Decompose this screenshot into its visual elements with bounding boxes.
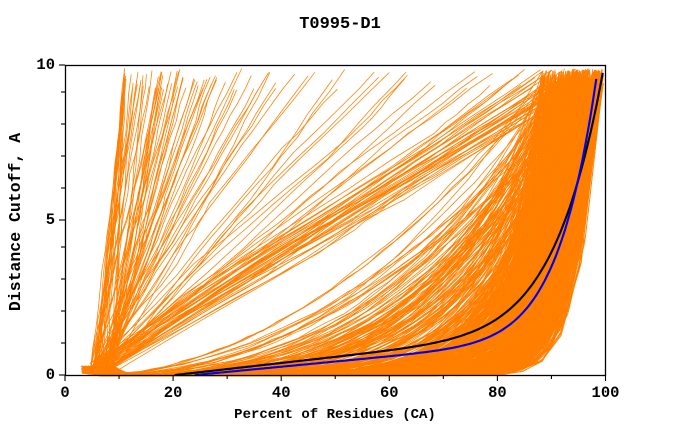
svg-text:100: 100 [592,384,620,402]
svg-text:Distance Cutoff, A: Distance Cutoff, A [6,133,25,311]
svg-text:5: 5 [46,211,55,229]
svg-text:60: 60 [380,384,399,402]
svg-text:T0995-D1: T0995-D1 [299,15,381,34]
svg-text:0: 0 [60,384,69,402]
svg-text:10: 10 [36,56,55,74]
svg-text:0: 0 [46,366,55,384]
svg-text:20: 20 [164,384,183,402]
svg-text:80: 80 [488,384,507,402]
svg-text:Percent of Residues (CA): Percent of Residues (CA) [234,407,436,423]
svg-text:40: 40 [272,384,291,402]
